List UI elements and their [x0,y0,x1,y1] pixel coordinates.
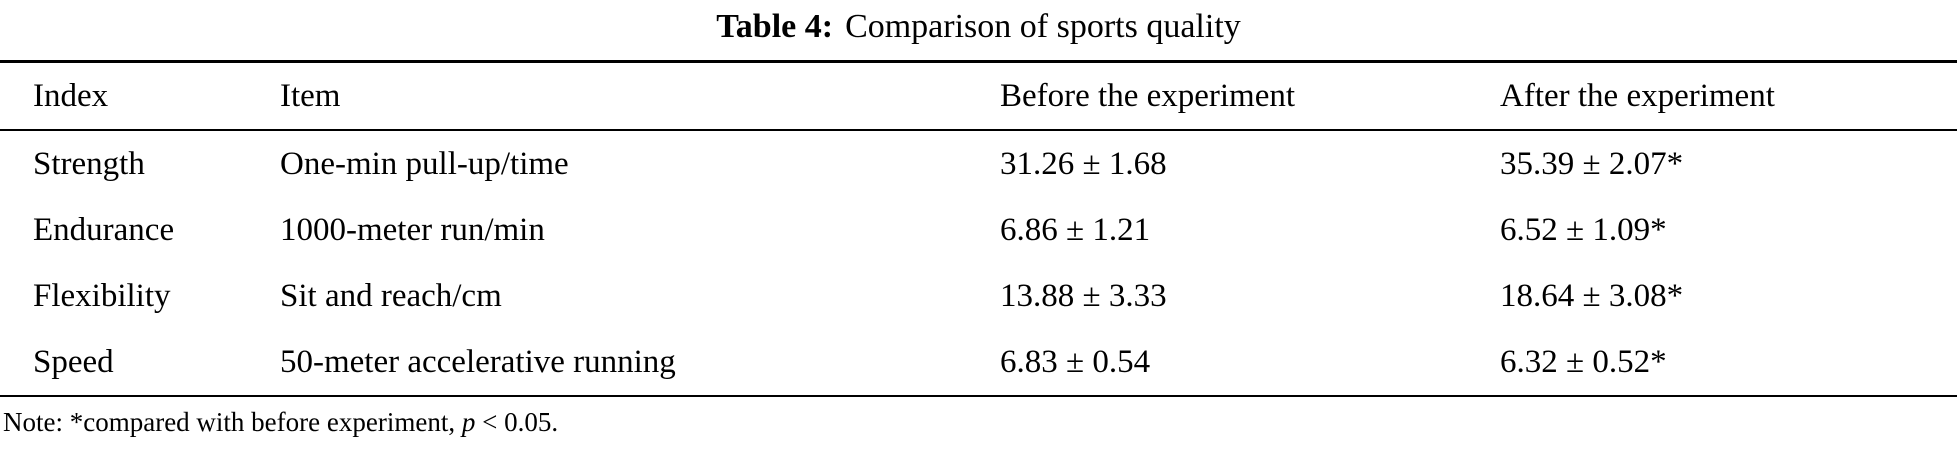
cell-after-value: 6.52 ± 1.09* [1500,211,1667,248]
table-row: Strength One-min pull-up/time 31.26 ± 1.… [0,130,1957,197]
header-item: Item [280,77,341,114]
cell-after-value: 35.39 ± 2.07* [1500,145,1684,182]
cell-item: 50-meter accelerative running [280,343,676,380]
table-caption-label: Table 4: [716,8,834,45]
cell-before-value: 13.88 ± 3.33 [1000,277,1167,314]
cell-after-value: 18.64 ± 3.08* [1500,277,1684,314]
cell-item: 1000-meter run/min [280,211,545,248]
header-before-experiment: Before the experiment [1000,77,1296,114]
cell-index: Strength [33,145,145,182]
table-caption-text: Comparison of sports quality [845,8,1241,45]
footnote-p-variable: p [461,407,476,437]
cell-before-value: 6.86 ± 1.21 [1000,211,1151,248]
cell-index: Speed [33,343,114,380]
cell-item: One-min pull-up/time [280,145,569,182]
cell-item: Sit and reach/cm [280,277,502,314]
table-row: Flexibility Sit and reach/cm 13.88 ± 3.3… [0,263,1957,329]
header-after-experiment: After the experiment [1500,77,1775,114]
table-row: Speed 50-meter accelerative running 6.83… [0,329,1957,396]
footnote-prefix: Note: *compared with before experiment, [3,407,462,437]
cell-index: Flexibility [33,277,171,314]
footnote-suffix: < 0.05. [475,407,559,437]
cell-after-value: 6.32 ± 0.52* [1500,343,1667,380]
cell-index: Endurance [33,211,175,248]
table-footnote: Note: *compared with before experiment, … [0,397,1957,438]
table-caption: Table 4: Comparison of sports quality [0,0,1957,60]
table-header-row: Index Item Before the experiment After t… [0,62,1957,130]
table-row: Endurance 1000-meter run/min 6.86 ± 1.21… [0,197,1957,263]
cell-before-value: 6.83 ± 0.54 [1000,343,1151,380]
cell-before-value: 31.26 ± 1.68 [1000,145,1167,182]
sports-quality-comparison-table: Index Item Before the experiment After t… [0,60,1957,397]
header-index: Index [33,77,109,114]
